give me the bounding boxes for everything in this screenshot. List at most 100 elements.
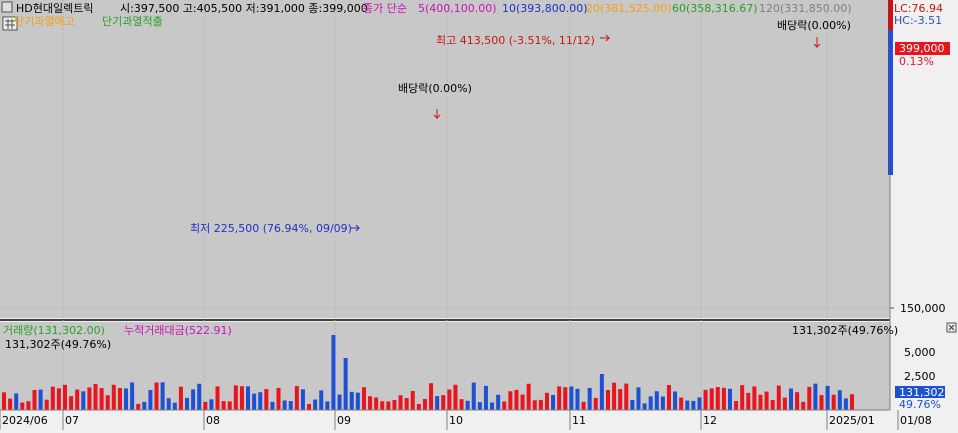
dividend-label-1: 배당락(0.00%) xyxy=(398,82,472,95)
volume-bar xyxy=(221,401,226,410)
volume-bar xyxy=(75,389,80,410)
volume-bar xyxy=(532,400,537,410)
volume-bar xyxy=(593,397,598,410)
volume-bar xyxy=(239,386,244,410)
ma120-label: 120(331,850.00) xyxy=(759,2,852,15)
volume-bar xyxy=(56,388,61,410)
volume-bar xyxy=(605,389,610,410)
volume-bar xyxy=(185,397,190,410)
volume-bar xyxy=(172,402,177,410)
volume-bar xyxy=(130,382,135,410)
volume-bar xyxy=(654,391,659,410)
volume-bar xyxy=(178,386,183,410)
volume-bar xyxy=(764,391,769,410)
volume-bar xyxy=(666,385,671,410)
volume-bar xyxy=(624,383,629,410)
volume-info-left: 131,302주(49.76%) xyxy=(5,338,111,351)
volume-bar xyxy=(465,400,470,410)
volume-bar xyxy=(477,402,482,410)
volume-bar xyxy=(422,398,427,410)
volume-bar xyxy=(87,387,92,410)
volume-bar xyxy=(44,399,49,410)
volume-bar xyxy=(758,394,763,410)
volume-bar xyxy=(191,389,196,410)
volume-bar xyxy=(197,383,202,410)
volume-bar xyxy=(8,398,13,410)
volume-bar xyxy=(642,403,647,410)
volume-pct: 49.76% xyxy=(899,398,941,411)
lc-label: LC:76.94 xyxy=(894,2,943,15)
volume-bar xyxy=(32,389,37,410)
volume-bar xyxy=(660,396,665,410)
volume-bar xyxy=(520,394,525,410)
volume-info-right: 131,302주(49.76%) xyxy=(792,324,898,337)
header-checkbox[interactable] xyxy=(1,1,13,13)
volume-bar xyxy=(447,389,452,410)
volume-series xyxy=(2,335,854,410)
high-annotation: 최고 413,500 (-3.51%, 11/12) xyxy=(436,34,595,47)
price-panel[interactable] xyxy=(0,0,890,318)
volume-bar xyxy=(148,389,153,410)
volume-bar xyxy=(788,388,793,410)
volume-bar xyxy=(26,401,31,410)
date-tick-label: 01/08 xyxy=(900,414,932,427)
date-tick-label: 11 xyxy=(572,414,586,427)
volume-bar xyxy=(154,382,159,410)
volume-bar xyxy=(313,399,318,410)
volume-bar xyxy=(160,382,165,410)
volume-bar xyxy=(703,389,708,410)
current-volume: 131,302 xyxy=(899,386,945,399)
volume-bar xyxy=(770,399,775,410)
volume-bar xyxy=(630,399,635,410)
sub-indicator-2: 단기과열적출 xyxy=(102,15,163,28)
sub-indicator-1: 단기과열예고 xyxy=(14,15,75,28)
volume-bar xyxy=(776,385,781,410)
volume-bar xyxy=(691,400,696,410)
volume-bar xyxy=(142,401,147,410)
volume-bar xyxy=(831,394,836,410)
volume-bar xyxy=(270,401,275,410)
ma20-label: 20(381,525.00) xyxy=(586,2,672,15)
volume-bar xyxy=(264,389,269,410)
volume-bar xyxy=(99,388,104,410)
volume-bar xyxy=(557,386,562,410)
price-tick-label: 150,000 xyxy=(900,302,946,315)
volume-bar xyxy=(746,392,751,410)
volume-bar xyxy=(618,389,623,410)
price-change-pct: 0.13% xyxy=(899,55,934,68)
volume-bar xyxy=(843,398,848,410)
hc-bar xyxy=(888,30,893,175)
volume-bar xyxy=(612,382,617,410)
volume-bar xyxy=(502,401,507,410)
volume-bar xyxy=(727,388,732,410)
volume-bar xyxy=(850,394,854,410)
volume-bar xyxy=(111,384,116,410)
ma10-label: 10(393,800.00) xyxy=(502,2,588,15)
volume-bar xyxy=(392,400,397,410)
volume-bar xyxy=(490,402,495,410)
dividend-label-2: 배당락(0.00%) xyxy=(777,19,851,32)
volume-bar xyxy=(648,396,653,410)
grid-toggle-icon[interactable] xyxy=(2,16,18,31)
low-annotation: 최저 225,500 (76.94%, 09/09) xyxy=(190,222,352,235)
volume-bar xyxy=(709,388,714,410)
volume-bar xyxy=(563,387,568,410)
volume-bar xyxy=(282,400,287,410)
volume-bar xyxy=(813,383,818,410)
volume-bar xyxy=(105,395,110,410)
date-tick-label: 2025/01 xyxy=(829,414,875,427)
volume-bar xyxy=(337,394,342,410)
date-tick-label: 09 xyxy=(337,414,351,427)
volume-bar xyxy=(374,397,379,410)
ma5-label: 5(400,100.00) xyxy=(418,2,497,15)
date-axis: 2024/06 07 08 09 10 11 12 2025/01 01/08 xyxy=(0,410,932,430)
volume-bar xyxy=(636,387,641,410)
volume-bar xyxy=(2,392,6,410)
volume-bar xyxy=(483,385,488,410)
volume-bar xyxy=(361,387,366,410)
volume-bar xyxy=(398,395,403,410)
cum-amount-label: 누적거래대금(522.91) xyxy=(124,324,232,337)
ma-label: 종가 단순 xyxy=(363,2,407,15)
volume-bar xyxy=(526,383,531,410)
volume-bar xyxy=(203,401,208,410)
